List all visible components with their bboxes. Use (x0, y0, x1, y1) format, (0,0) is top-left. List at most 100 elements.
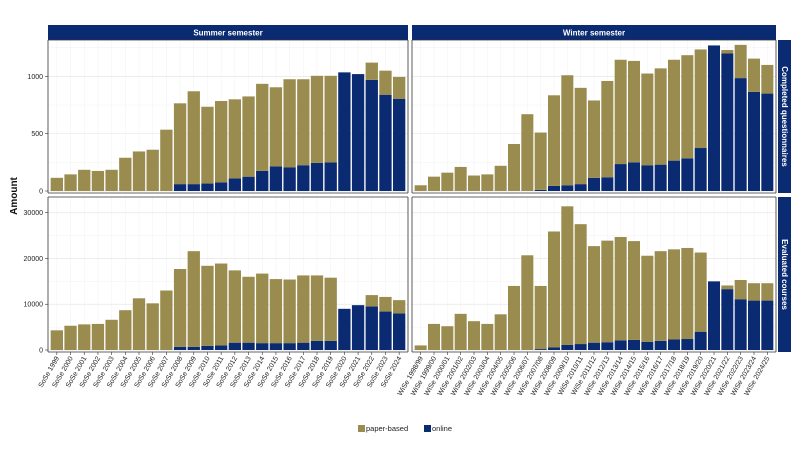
y-tick-label: 500 (31, 131, 43, 138)
bar-paper-based (468, 321, 480, 350)
bar-paper-based (428, 176, 440, 191)
bar-paper-based (494, 314, 507, 350)
bar-paper-based (481, 174, 494, 191)
row-strip-label: Completed questionnaires (780, 66, 789, 167)
bar-online (694, 148, 707, 191)
bar-paper-based (173, 103, 187, 185)
y-tick-label: 1000 (27, 74, 43, 81)
bar-online (534, 349, 547, 350)
bar-online (628, 339, 640, 350)
y-tick-label: 30000 (24, 210, 44, 217)
bar-paper-based (414, 185, 427, 191)
bar-paper-based (132, 298, 146, 350)
bar-online (283, 343, 296, 350)
bar-online (242, 342, 255, 350)
bar-online (269, 166, 283, 191)
bar-online (694, 331, 707, 350)
bar-online (187, 184, 200, 191)
bar-paper-based (146, 303, 159, 350)
bar-paper-based (119, 157, 132, 191)
bar-paper-based (614, 236, 627, 341)
bar-paper-based (105, 319, 118, 350)
bar-online (761, 300, 774, 350)
bar-paper-based (50, 330, 64, 350)
bar-online (561, 185, 574, 191)
bar-paper-based (614, 59, 627, 165)
bar-paper-based (78, 169, 91, 191)
panel-0: 0 500 1000 (27, 39, 409, 196)
bar-paper-based (561, 75, 574, 186)
bar-paper-based (242, 276, 255, 343)
bar-online (379, 311, 392, 350)
bar-paper-based (283, 279, 296, 344)
bar-online (654, 340, 667, 350)
bar-paper-based (201, 106, 214, 184)
column-strip-label: Summer semester (193, 29, 262, 38)
bar-paper-based (574, 224, 587, 345)
bar-paper-based (269, 279, 283, 344)
bar-paper-based (256, 83, 269, 171)
bar-paper-based (748, 283, 760, 301)
bar-online (338, 308, 351, 350)
bar-online (561, 344, 574, 350)
bar-paper-based (256, 273, 269, 344)
bar-online (641, 341, 654, 350)
bar-paper-based (146, 149, 159, 191)
bar-paper-based (428, 323, 440, 350)
bar-paper-based (508, 285, 520, 350)
bar-paper-based (91, 170, 105, 191)
bar-online (173, 346, 187, 350)
column-strip-label: Winter semester (563, 29, 625, 38)
bar-paper-based (481, 323, 494, 350)
bar-online (734, 299, 747, 350)
bar-online (351, 74, 365, 191)
bar-paper-based (681, 247, 694, 340)
bar-paper-based (761, 64, 774, 94)
bar-online (534, 189, 547, 191)
bar-online (187, 346, 200, 350)
bar-online (721, 289, 734, 350)
bar-paper-based (548, 95, 560, 186)
bar-paper-based (187, 91, 200, 185)
bar-paper-based (297, 79, 310, 166)
y-axis-title: Amount (9, 176, 20, 214)
bar-paper-based (64, 325, 77, 350)
bar-paper-based (641, 255, 654, 342)
bar-paper-based (588, 100, 600, 178)
bar-paper-based (392, 300, 406, 314)
bar-online (173, 184, 187, 191)
bar-online (654, 164, 667, 191)
bar-paper-based (654, 68, 667, 165)
bar-paper-based (269, 87, 283, 167)
bar-paper-based (508, 144, 520, 191)
bar-paper-based (574, 87, 587, 185)
bar-online (761, 93, 774, 191)
bar-paper-based (283, 79, 296, 168)
bar-online (734, 78, 747, 191)
legend-swatch-paper (358, 425, 365, 432)
bar-paper-based (654, 251, 667, 341)
column-strip (412, 25, 776, 40)
legend: paper-based online (358, 424, 452, 433)
bar-paper-based (681, 55, 694, 159)
bar-online (351, 305, 365, 350)
row-strip-label: Evaluated courses (780, 239, 789, 310)
bar-online (588, 342, 600, 350)
bar-online (310, 340, 324, 350)
bar-online (283, 167, 296, 191)
bar-paper-based (214, 101, 228, 183)
bar-paper-based (78, 324, 91, 350)
bar-online (721, 53, 734, 191)
bar-online (574, 344, 587, 350)
bar-paper-based (668, 59, 680, 161)
bar-paper-based (228, 270, 242, 343)
bar-paper-based (414, 345, 427, 350)
bar-paper-based (721, 285, 734, 290)
bar-paper-based (601, 80, 614, 178)
bar-online (365, 79, 378, 191)
bar-paper-based (601, 240, 614, 343)
bar-online (201, 345, 214, 350)
bar-online (588, 177, 600, 191)
